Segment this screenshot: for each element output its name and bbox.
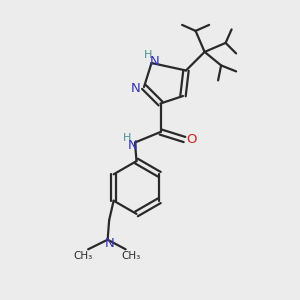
Text: H: H [144, 50, 152, 60]
Text: O: O [186, 133, 196, 146]
Text: CH₃: CH₃ [122, 251, 141, 261]
Text: N: N [128, 139, 137, 152]
Text: N: N [150, 55, 160, 68]
Text: N: N [131, 82, 140, 95]
Text: CH₃: CH₃ [73, 251, 92, 261]
Text: H: H [122, 133, 131, 143]
Text: N: N [104, 237, 114, 250]
